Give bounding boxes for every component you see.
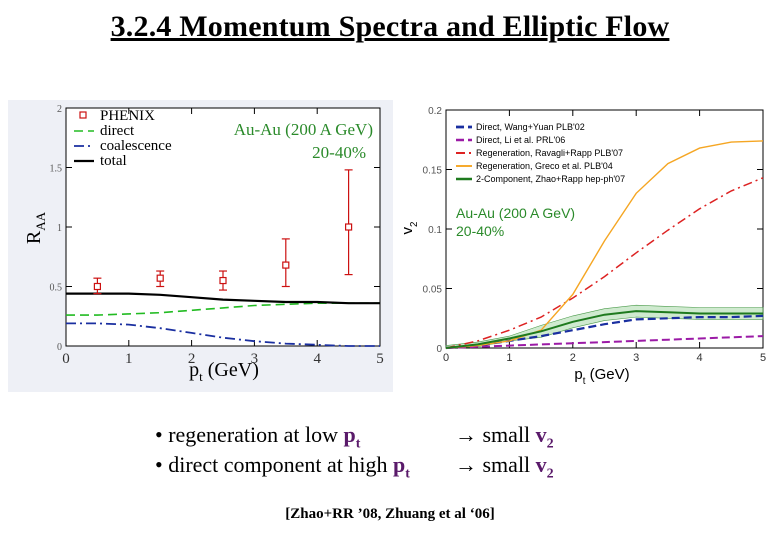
series-line: [445, 140, 764, 349]
y-tick-label: 0.05: [423, 285, 443, 296]
phenix-point: [219, 276, 227, 285]
bullet-result-sub: 2: [546, 436, 554, 452]
legend-label: coalescence: [100, 138, 172, 154]
y-tick-label: 0.15: [423, 166, 443, 177]
x-tick-label: 0: [443, 352, 449, 364]
x-tick-label: 1: [506, 352, 512, 364]
x-tick-label: 4: [697, 352, 703, 364]
bullet-result-symbol: v: [535, 422, 547, 447]
v2-chart: 0 1 2 3 4 5 0 0.05 0.1 0.15 0.2 Direct, Wang+Yuan P…: [399, 106, 766, 387]
bullet-result: → small v2: [455, 450, 554, 489]
series-direct: [66, 302, 380, 316]
y-tick-label: 2: [57, 104, 62, 115]
x-tick-label: 5: [376, 351, 384, 367]
bullet-keyword-sub: t: [405, 466, 410, 482]
legend-label: Direct, Wang+Yuan PLB'02: [476, 122, 585, 132]
series-total: [66, 292, 380, 305]
x-tick-label: 1: [125, 351, 133, 367]
centrality-annotation: 20-40%: [312, 143, 366, 162]
plot-frame: [65, 107, 381, 347]
bullet-direct: • direct component at high pt → small v2: [155, 450, 554, 482]
phenix-point: [345, 223, 353, 231]
bullet-regeneration: • regeneration at low pt → small v2: [155, 420, 554, 452]
bullet-keyword: p: [343, 422, 356, 447]
phenix-point: [156, 274, 164, 282]
bullet-text: • direct component at high: [155, 452, 394, 477]
y-axis-title: RAA: [23, 211, 48, 244]
legend-label: Regeneration, Ravagli+Rapp PLB'07: [476, 148, 623, 158]
y-tick-label: 0.1: [428, 225, 442, 236]
bullet-result: → small v2: [455, 420, 554, 459]
x-axis-title: pt (GeV): [574, 366, 629, 387]
citation: [Zhao+RR ’08, Zhuang et al ‘06]: [285, 506, 495, 522]
legend-label: direct: [100, 123, 135, 139]
y-tick-label: 0.5: [50, 283, 63, 294]
bullet-keyword: p: [393, 452, 406, 477]
legend-phenix-marker: [79, 111, 87, 119]
legend-label: 2-Component, Zhao+Rapp hep-ph'07: [476, 174, 625, 184]
y-tick-label: 0: [436, 344, 442, 355]
bullet-result-symbol: v: [535, 452, 547, 477]
bullet-arrow: → small: [455, 452, 536, 477]
y-tick-label: 0: [57, 342, 62, 353]
bullet-list: • regeneration at low pt → small v2 • di…: [155, 420, 554, 482]
series-line: [445, 177, 764, 349]
bullet-keyword-sub: t: [355, 436, 361, 452]
phenix-point: [93, 282, 102, 291]
y-tick-label: 1: [57, 223, 62, 234]
bullet-text: • regeneration at low: [155, 422, 344, 447]
x-tick-label: 5: [760, 352, 766, 364]
series-line: [445, 335, 764, 349]
x-tick-label: 2: [570, 352, 576, 364]
x-tick-label: 2: [188, 351, 196, 367]
bullet-result-sub: 2: [546, 466, 554, 482]
x-tick-label: 3: [251, 351, 259, 367]
y-tick-label: 1.5: [50, 164, 63, 175]
system-annotation: Au-Au (200 A GeV): [456, 205, 575, 221]
x-axis-title: pt (GeV): [189, 359, 259, 384]
series-line: [445, 310, 763, 349]
legend-label: PHENIX: [100, 108, 155, 124]
x-tick-label: 3: [633, 352, 639, 364]
raa-plot-panel: 0 1 2 3 4 5 0 0.5 1 1.5 2 PHENIX direct coalescence to…: [8, 100, 393, 392]
y-axis-title: v2: [399, 222, 420, 235]
raa-chart: 0 1 2 3 4 5 0 0.5 1 1.5 2 PHENIXdirectcoalescenceto…: [23, 104, 384, 384]
x-tick-label: 4: [313, 351, 321, 367]
series-coalescence: [66, 322, 380, 347]
phenix-point: [282, 261, 290, 269]
centrality-annotation: 20-40%: [456, 223, 504, 239]
y-tick-label: 0.2: [428, 106, 442, 117]
legend-label: total: [100, 153, 127, 169]
legend-label: Direct, Li et al. PRL'06: [476, 135, 565, 145]
slide-title: 3.2.4 Momentum Spectra and Elliptic Flow: [110, 10, 670, 43]
system-annotation: Au-Au (200 A GeV): [234, 120, 373, 139]
legend-label: Regeneration, Greco et al. PLB'04: [476, 161, 613, 171]
x-tick-label: 0: [62, 351, 70, 367]
bullet-arrow: → small: [455, 422, 536, 447]
v2-plot-panel: 0 1 2 3 4 5 0 0.05 0.1 0.15 0.2 Direct, Wang+Yuan P…: [396, 100, 768, 388]
